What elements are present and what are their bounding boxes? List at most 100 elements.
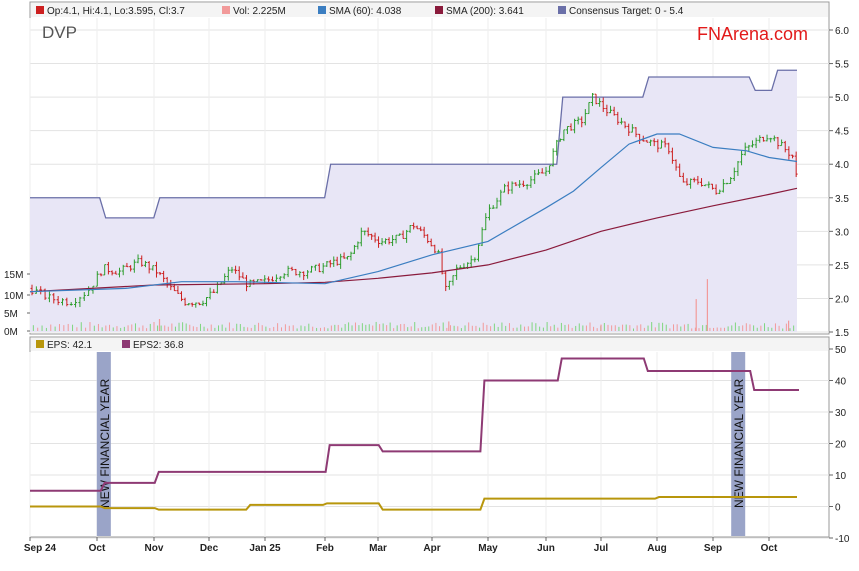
price-axis: 1.5 2.0 2.5 3.0 3.5 4.0 4.5 5.0 5.5 6.0 — [829, 26, 849, 339]
price-bar — [52, 293, 56, 304]
x-tick-label: Jul — [594, 543, 609, 554]
price-bar — [69, 302, 73, 306]
price-bar — [558, 138, 562, 142]
legend-eps2: EPS2: 36.8 — [122, 340, 184, 351]
financial-year-label: NEW FINANCIAL YEAR — [732, 378, 746, 508]
x-tick-label: Nov — [145, 543, 164, 554]
price-bar — [282, 273, 286, 280]
volume-tick-label: 0M — [4, 327, 18, 338]
price-bar — [776, 136, 780, 150]
price-bar — [106, 261, 110, 275]
price-bar — [259, 279, 263, 281]
price-bar — [555, 139, 559, 156]
price-bar — [506, 181, 510, 195]
price-bar — [60, 298, 64, 306]
price-bar — [187, 303, 191, 306]
eps-lines — [30, 357, 799, 511]
price-bar — [405, 229, 409, 243]
eps-tick-label: 40 — [835, 377, 847, 388]
price-bar — [391, 235, 395, 247]
price-bar — [245, 275, 249, 292]
x-tick-label: Oct — [761, 543, 778, 554]
price-bar — [590, 93, 594, 107]
price-bar — [725, 182, 729, 185]
price-tick-label: 2.5 — [835, 261, 849, 272]
price-bar — [540, 168, 544, 174]
legend-sma60-text: SMA (60): 4.038 — [329, 6, 402, 17]
price-bar — [352, 244, 356, 254]
price-bar — [780, 139, 784, 147]
price-bar — [518, 180, 522, 188]
price-bar — [473, 257, 477, 263]
price-bar — [747, 144, 751, 152]
x-tick-label: Sep 24 — [24, 543, 57, 554]
price-bar — [65, 297, 69, 307]
price-bar — [271, 276, 274, 282]
price-bar — [656, 139, 660, 153]
price-bar — [321, 263, 325, 274]
price-bar — [74, 297, 78, 308]
price-tick-label: 6.0 — [835, 26, 849, 37]
price-bar — [645, 139, 649, 143]
price-bar — [226, 266, 230, 281]
financial-year-marker: NEW FINANCIAL YEAR — [731, 352, 746, 536]
price-bar — [769, 137, 773, 143]
price-bar — [370, 233, 374, 240]
price-bar — [436, 249, 440, 253]
target-area-fill — [30, 70, 797, 333]
price-bar — [313, 264, 317, 271]
price-bar — [332, 256, 336, 267]
price-bar — [692, 177, 696, 183]
price-bar — [729, 177, 733, 184]
legend-eps-swatch — [36, 340, 44, 348]
price-bar — [495, 197, 499, 209]
sma60-line — [29, 133, 798, 293]
legend-vol: Vol: 2.225M — [222, 6, 286, 17]
price-bar — [761, 136, 765, 142]
price-bar — [750, 140, 754, 148]
x-tick-label: Apr — [423, 543, 440, 554]
price-bar — [758, 135, 762, 143]
price-bar — [176, 285, 180, 294]
price-bar — [290, 266, 294, 271]
x-tick-label: Jan 25 — [249, 543, 281, 554]
price-bar — [689, 178, 693, 189]
price-bar — [696, 175, 700, 185]
price-bar — [306, 270, 310, 279]
legend-target: Consensus Target: 0 - 5.4 — [558, 6, 684, 17]
x-tick-label: Mar — [369, 543, 387, 554]
price-bar — [576, 116, 580, 125]
price-bar — [39, 286, 43, 295]
price-bar — [180, 291, 183, 302]
legend-eps: EPS: 42.1 — [36, 340, 92, 351]
price-bar — [143, 260, 147, 268]
eps-series-eps — [30, 496, 797, 511]
x-tick-label: Aug — [647, 543, 666, 554]
price-bar — [366, 227, 370, 237]
price-bar — [630, 124, 634, 133]
price-bar — [649, 139, 653, 147]
price-bar — [469, 255, 473, 268]
price-bar — [349, 251, 353, 261]
price-bar — [394, 234, 398, 244]
price-bar — [718, 189, 722, 195]
price-bar — [56, 296, 60, 306]
price-bar — [544, 166, 548, 177]
price-bar — [34, 286, 38, 294]
price-bar — [685, 178, 689, 186]
price-bar — [205, 296, 209, 307]
legend-target-text: Consensus Target: 0 - 5.4 — [569, 6, 684, 17]
legend-sma60: SMA (60): 4.038 — [318, 6, 402, 17]
price-bar — [422, 226, 426, 238]
price-bar — [565, 125, 569, 135]
legend-sma200-swatch — [435, 6, 443, 14]
price-bar — [346, 255, 350, 260]
price-bar — [82, 292, 86, 301]
price-bar — [429, 238, 433, 247]
price-bar — [514, 182, 518, 187]
price-bar — [212, 289, 216, 294]
price-bar — [510, 181, 514, 194]
price-bar — [363, 230, 367, 236]
sma200-line — [29, 187, 798, 293]
price-bar — [569, 123, 573, 131]
